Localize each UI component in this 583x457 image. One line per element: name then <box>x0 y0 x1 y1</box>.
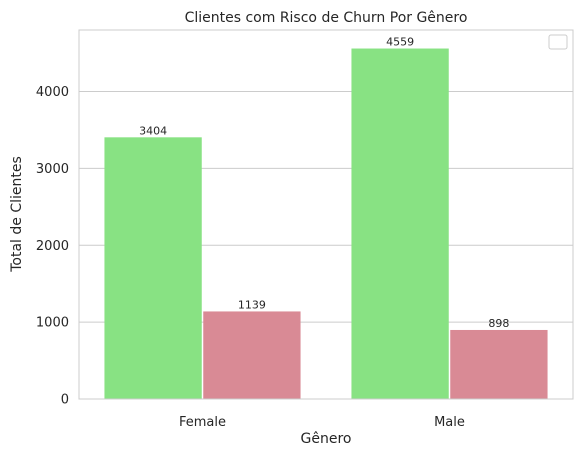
plot-frame <box>78 29 574 400</box>
bar-value-labels: 3404 1139 4559 898 <box>139 36 509 330</box>
bar-value-label: 898 <box>488 317 509 330</box>
x-axis-label: Gênero <box>301 431 352 447</box>
bar-female-series-2 <box>203 311 301 399</box>
bar-male-series-2 <box>450 329 548 399</box>
bars <box>104 48 548 399</box>
bar-female-series-1 <box>104 137 202 399</box>
legend-box <box>548 34 568 50</box>
bar-value-label: 1139 <box>238 298 266 311</box>
x-tick-label: Female <box>179 415 226 430</box>
y-axis-label: Total de Clientes <box>9 156 25 273</box>
chart-title: Clientes com Risco de Churn Por Gênero <box>185 10 468 26</box>
bar-male-series-1 <box>351 48 449 399</box>
y-tick-label: 2000 <box>36 239 69 254</box>
x-axis-ticks: Female Male <box>179 415 465 430</box>
bar-value-label: 3404 <box>139 124 167 137</box>
y-tick-label: 0 <box>61 393 69 408</box>
y-tick-label: 4000 <box>36 85 69 100</box>
bar-value-label: 4559 <box>386 36 414 49</box>
y-tick-label: 3000 <box>36 162 69 177</box>
y-axis-ticks: 0 1000 2000 3000 4000 <box>36 85 69 408</box>
x-tick-label: Male <box>434 415 465 430</box>
y-tick-label: 1000 <box>36 316 69 331</box>
